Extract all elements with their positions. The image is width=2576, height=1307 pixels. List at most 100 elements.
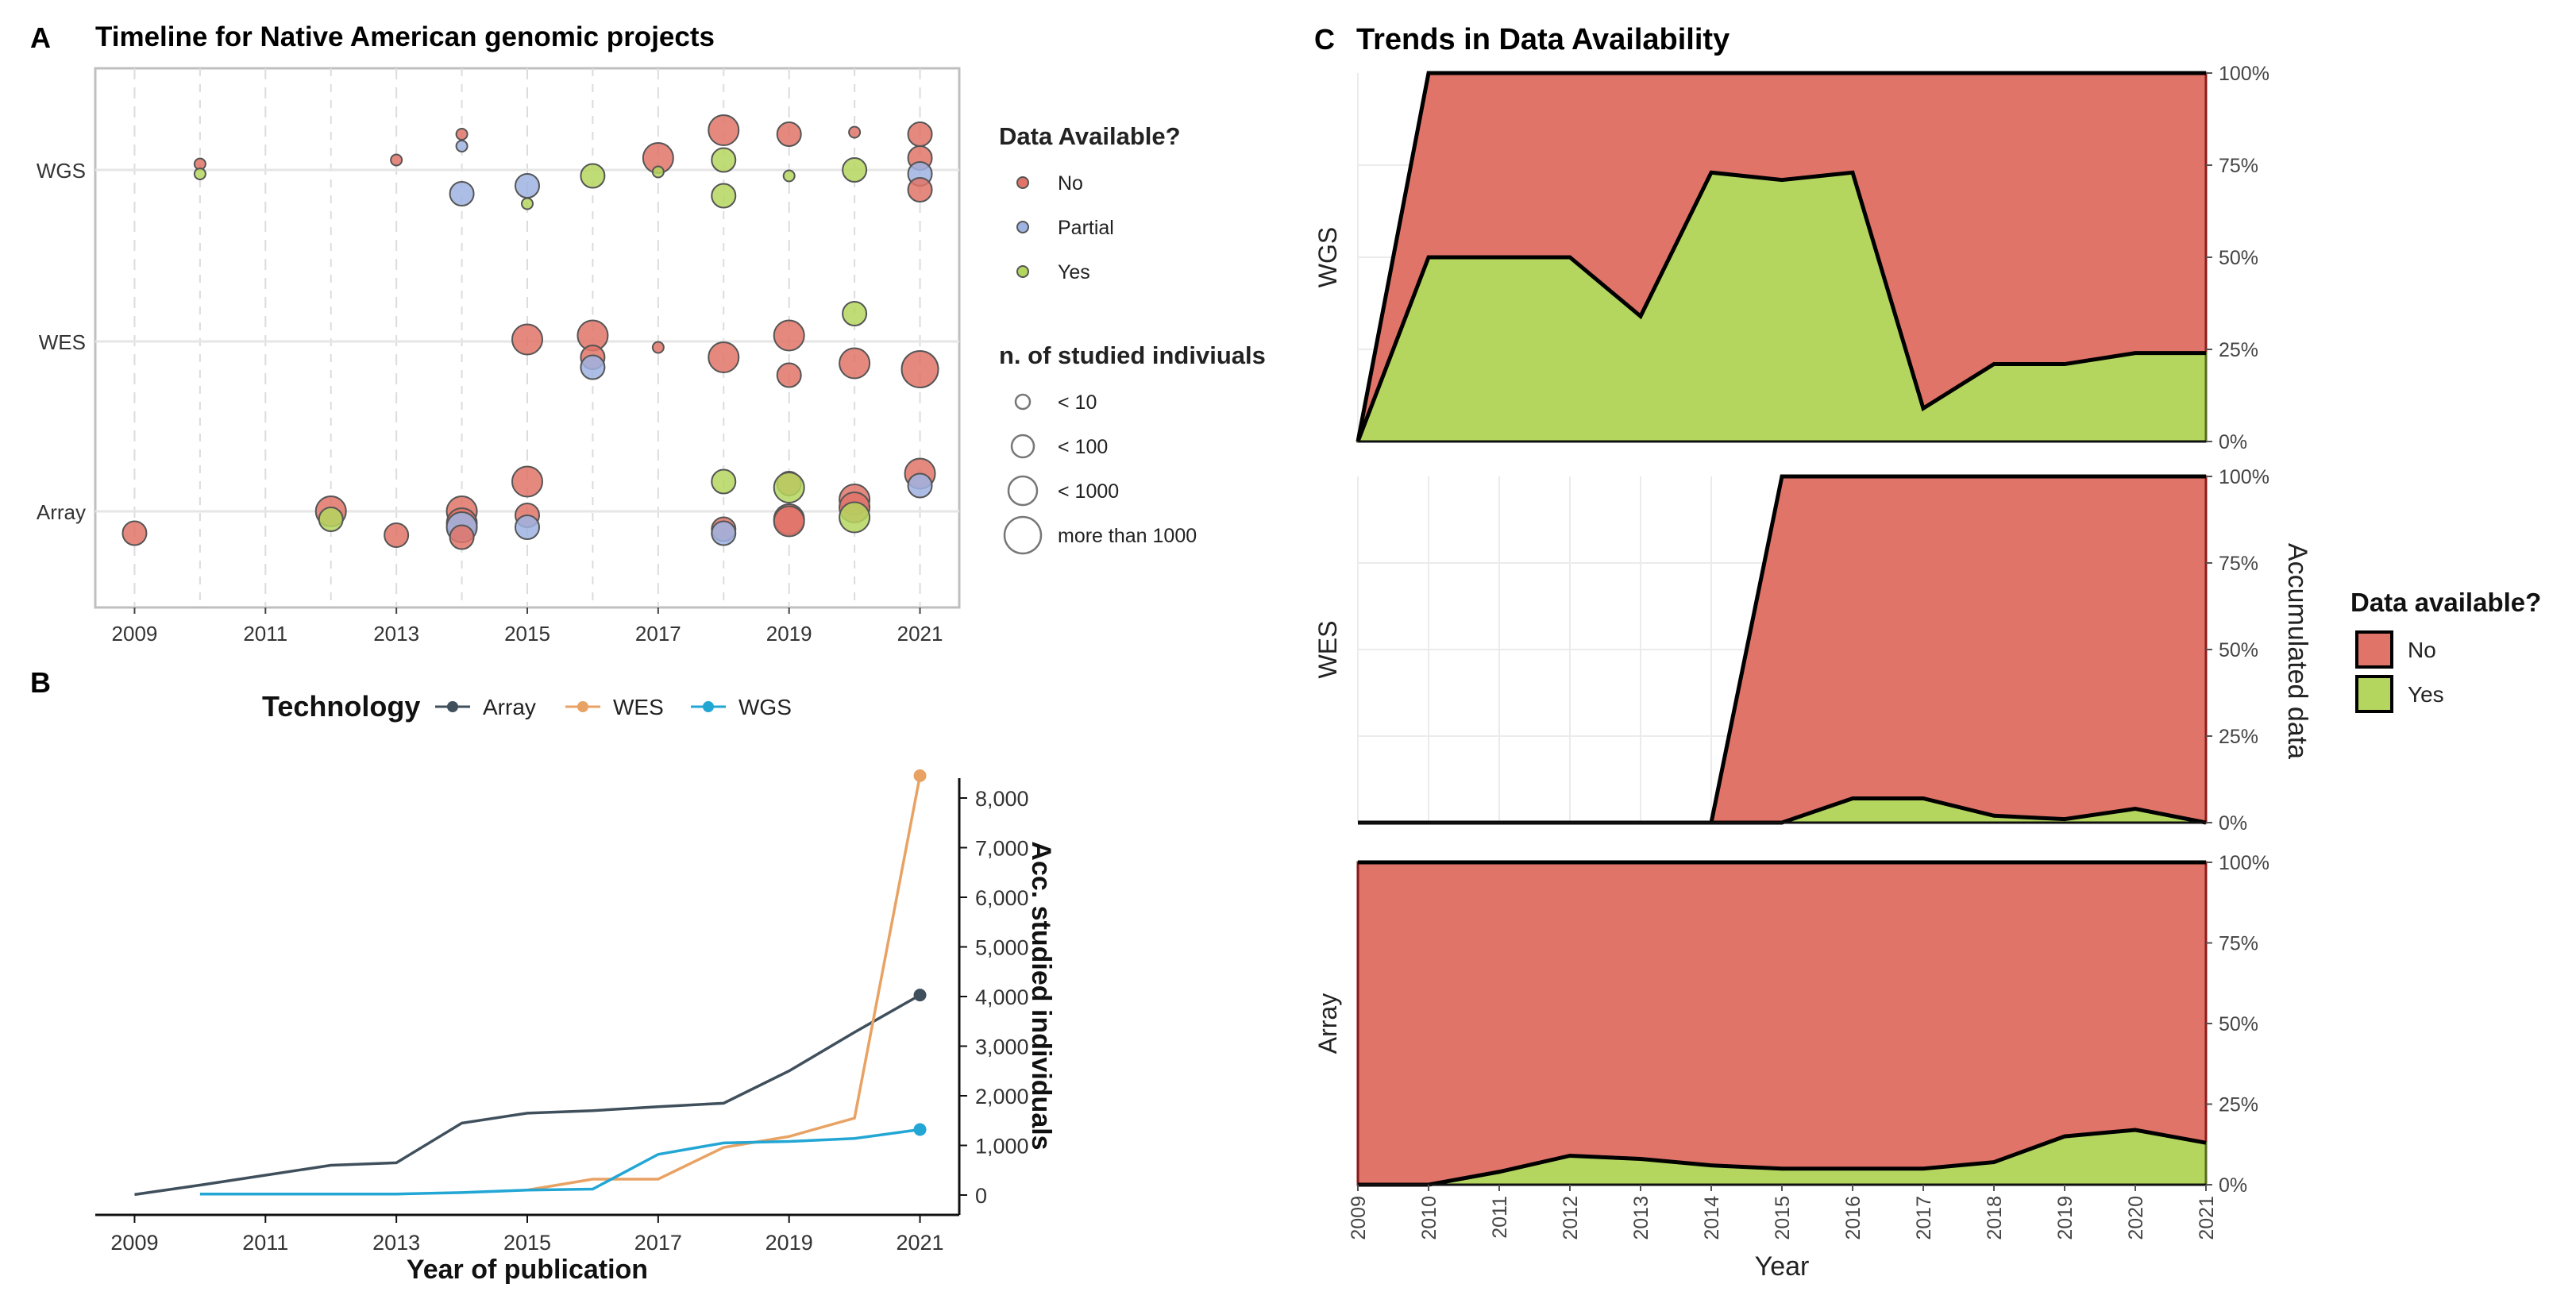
y-tick-label: 50% bbox=[2219, 247, 2258, 269]
y-tick-label: 6,000 bbox=[975, 886, 1029, 910]
y-tick-label: 75% bbox=[2219, 933, 2258, 955]
legend-size-label: < 1000 bbox=[1058, 480, 1119, 503]
x-tick-label: 2015 bbox=[1772, 1196, 1794, 1240]
legend-size-label: < 10 bbox=[1058, 391, 1097, 414]
data-point bbox=[900, 350, 939, 388]
panel-a-letter: A bbox=[30, 21, 51, 54]
legend-swatch bbox=[2355, 675, 2393, 713]
panel-b: B Technology Array WES WGS 2009 2011 2013 2015… bbox=[30, 666, 1056, 1285]
data-point bbox=[708, 341, 740, 373]
data-point bbox=[907, 472, 933, 499]
legend-label: No bbox=[1058, 172, 1083, 195]
y-tick-label: 25% bbox=[2219, 1094, 2258, 1116]
series-endpoint-array bbox=[913, 989, 927, 1002]
x-tick-label: 2016 bbox=[1842, 1196, 1865, 1240]
legend-size-circle bbox=[1010, 434, 1035, 459]
data-point bbox=[449, 524, 475, 550]
data-point bbox=[515, 173, 540, 199]
y-tick-label: 100% bbox=[2219, 852, 2269, 874]
y-tick-label: 25% bbox=[2219, 726, 2258, 748]
legend-swatch bbox=[1016, 176, 1029, 189]
x-tick-label: 2011 bbox=[243, 622, 287, 646]
x-tick-label: 2017 bbox=[634, 1231, 682, 1255]
data-point bbox=[121, 520, 148, 546]
x-tick-label: 2009 bbox=[112, 622, 158, 646]
panel-b-legend: Technology Array WES WGS bbox=[262, 690, 792, 723]
legend-label: Yes bbox=[1058, 261, 1090, 283]
data-point bbox=[708, 114, 740, 146]
legend-swatch bbox=[1016, 265, 1029, 278]
facet-wgs: WGS 0% 25% 50% 75% 100% bbox=[1313, 63, 2269, 453]
data-point bbox=[776, 121, 802, 147]
panel-a: A Timeline for Native American genomic p… bbox=[30, 21, 1266, 646]
data-point bbox=[776, 362, 802, 388]
x-tick-label: 2015 bbox=[503, 1231, 551, 1255]
data-point bbox=[711, 520, 737, 546]
y-tick-label: 3,000 bbox=[975, 1035, 1029, 1059]
x-tick-label: 2017 bbox=[1913, 1196, 1935, 1240]
y-tick-label: 2,000 bbox=[975, 1085, 1029, 1108]
panel-b-plot: 2009 2011 2013 2015 2017 2019 2021 0 1,000 2,000 3… bbox=[95, 769, 1056, 1285]
y-axis-label: Acc. studied individuals bbox=[1026, 841, 1056, 1150]
series-line-array bbox=[134, 993, 921, 1197]
data-point bbox=[515, 515, 540, 540]
data-point bbox=[318, 507, 344, 532]
x-tick-label: 2011 bbox=[1489, 1196, 1511, 1239]
y-tick-label: 0% bbox=[2219, 1174, 2247, 1197]
data-point bbox=[711, 147, 737, 173]
panel-b-letter: B bbox=[30, 666, 51, 699]
x-tick-label: 2017 bbox=[635, 622, 681, 646]
x-tick-label: 2009 bbox=[110, 1231, 158, 1255]
x-tick-label: 2010 bbox=[1418, 1196, 1440, 1240]
outline-yes bbox=[1358, 1128, 2207, 1187]
panel-c-plot: WGS0%25%50%75%100%WES0%25%50%75%100%Arra… bbox=[1313, 63, 2312, 1282]
data-point bbox=[390, 153, 403, 167]
y-tick-label: 0 bbox=[975, 1184, 987, 1208]
outline-total bbox=[1355, 71, 2206, 442]
y-tick-label: 50% bbox=[2219, 639, 2258, 661]
x-tick-label: 2018 bbox=[1984, 1196, 2006, 1240]
y-tick-label: 100% bbox=[2219, 63, 2269, 85]
legend-marker bbox=[447, 701, 458, 712]
legend-swatch bbox=[2355, 630, 2393, 669]
data-point bbox=[651, 341, 665, 354]
facet-strip-label: WGS bbox=[1313, 227, 1342, 287]
panel-c-legend: Data available? No Yes bbox=[2350, 588, 2541, 713]
data-point bbox=[511, 465, 543, 498]
legend-label: WES bbox=[613, 695, 664, 719]
panel-c-title: Trends in Data Availability bbox=[1356, 23, 1730, 56]
x-tick-label: 2013 bbox=[373, 622, 419, 646]
y-tick-label: 5,000 bbox=[975, 936, 1029, 960]
legend-marker bbox=[703, 701, 714, 712]
series-line-wgs bbox=[199, 1128, 920, 1196]
data-point bbox=[782, 169, 796, 183]
legend-size-circle bbox=[1014, 393, 1032, 411]
y-tick-label: WGS bbox=[37, 159, 86, 183]
x-tick-label: 2021 bbox=[897, 622, 943, 646]
legend-color-title: Data Available? bbox=[999, 122, 1181, 150]
y-tick-label: 7,000 bbox=[975, 837, 1029, 861]
x-tick-label: 2019 bbox=[766, 622, 812, 646]
x-tick-label: 2021 bbox=[2196, 1196, 2218, 1240]
data-point bbox=[839, 347, 871, 380]
x-tick-label: 2020 bbox=[2125, 1196, 2147, 1240]
facet-wes: WES 0% 25% 50% 75% 100% bbox=[1313, 466, 2269, 835]
y-tick-label: 75% bbox=[2219, 155, 2258, 177]
data-point bbox=[839, 501, 871, 534]
legend-size-circle bbox=[1007, 475, 1039, 507]
data-point bbox=[773, 319, 805, 352]
x-tick-label: 2013 bbox=[1630, 1196, 1652, 1240]
panel-a-title: Timeline for Native American genomic pro… bbox=[95, 21, 715, 52]
x-tick-label: 2011 bbox=[242, 1231, 288, 1255]
panel-c: C Trends in Data Availability WGS 0% 25% 50… bbox=[1313, 23, 2541, 1282]
legend-size-circle bbox=[1003, 515, 1043, 555]
data-point bbox=[907, 177, 933, 202]
x-tick-label: 2019 bbox=[2054, 1196, 2077, 1240]
data-point bbox=[449, 181, 475, 206]
panel-a-plot: WGS WES Array 2009 2011 2013 2015 2017 2019 2021 bbox=[37, 67, 961, 646]
y-tick-label: 1,000 bbox=[975, 1135, 1029, 1159]
x-tick-label: 2009 bbox=[1348, 1196, 1370, 1240]
outline-yes bbox=[1355, 170, 2206, 442]
y-tick-label: 0% bbox=[2219, 431, 2247, 453]
